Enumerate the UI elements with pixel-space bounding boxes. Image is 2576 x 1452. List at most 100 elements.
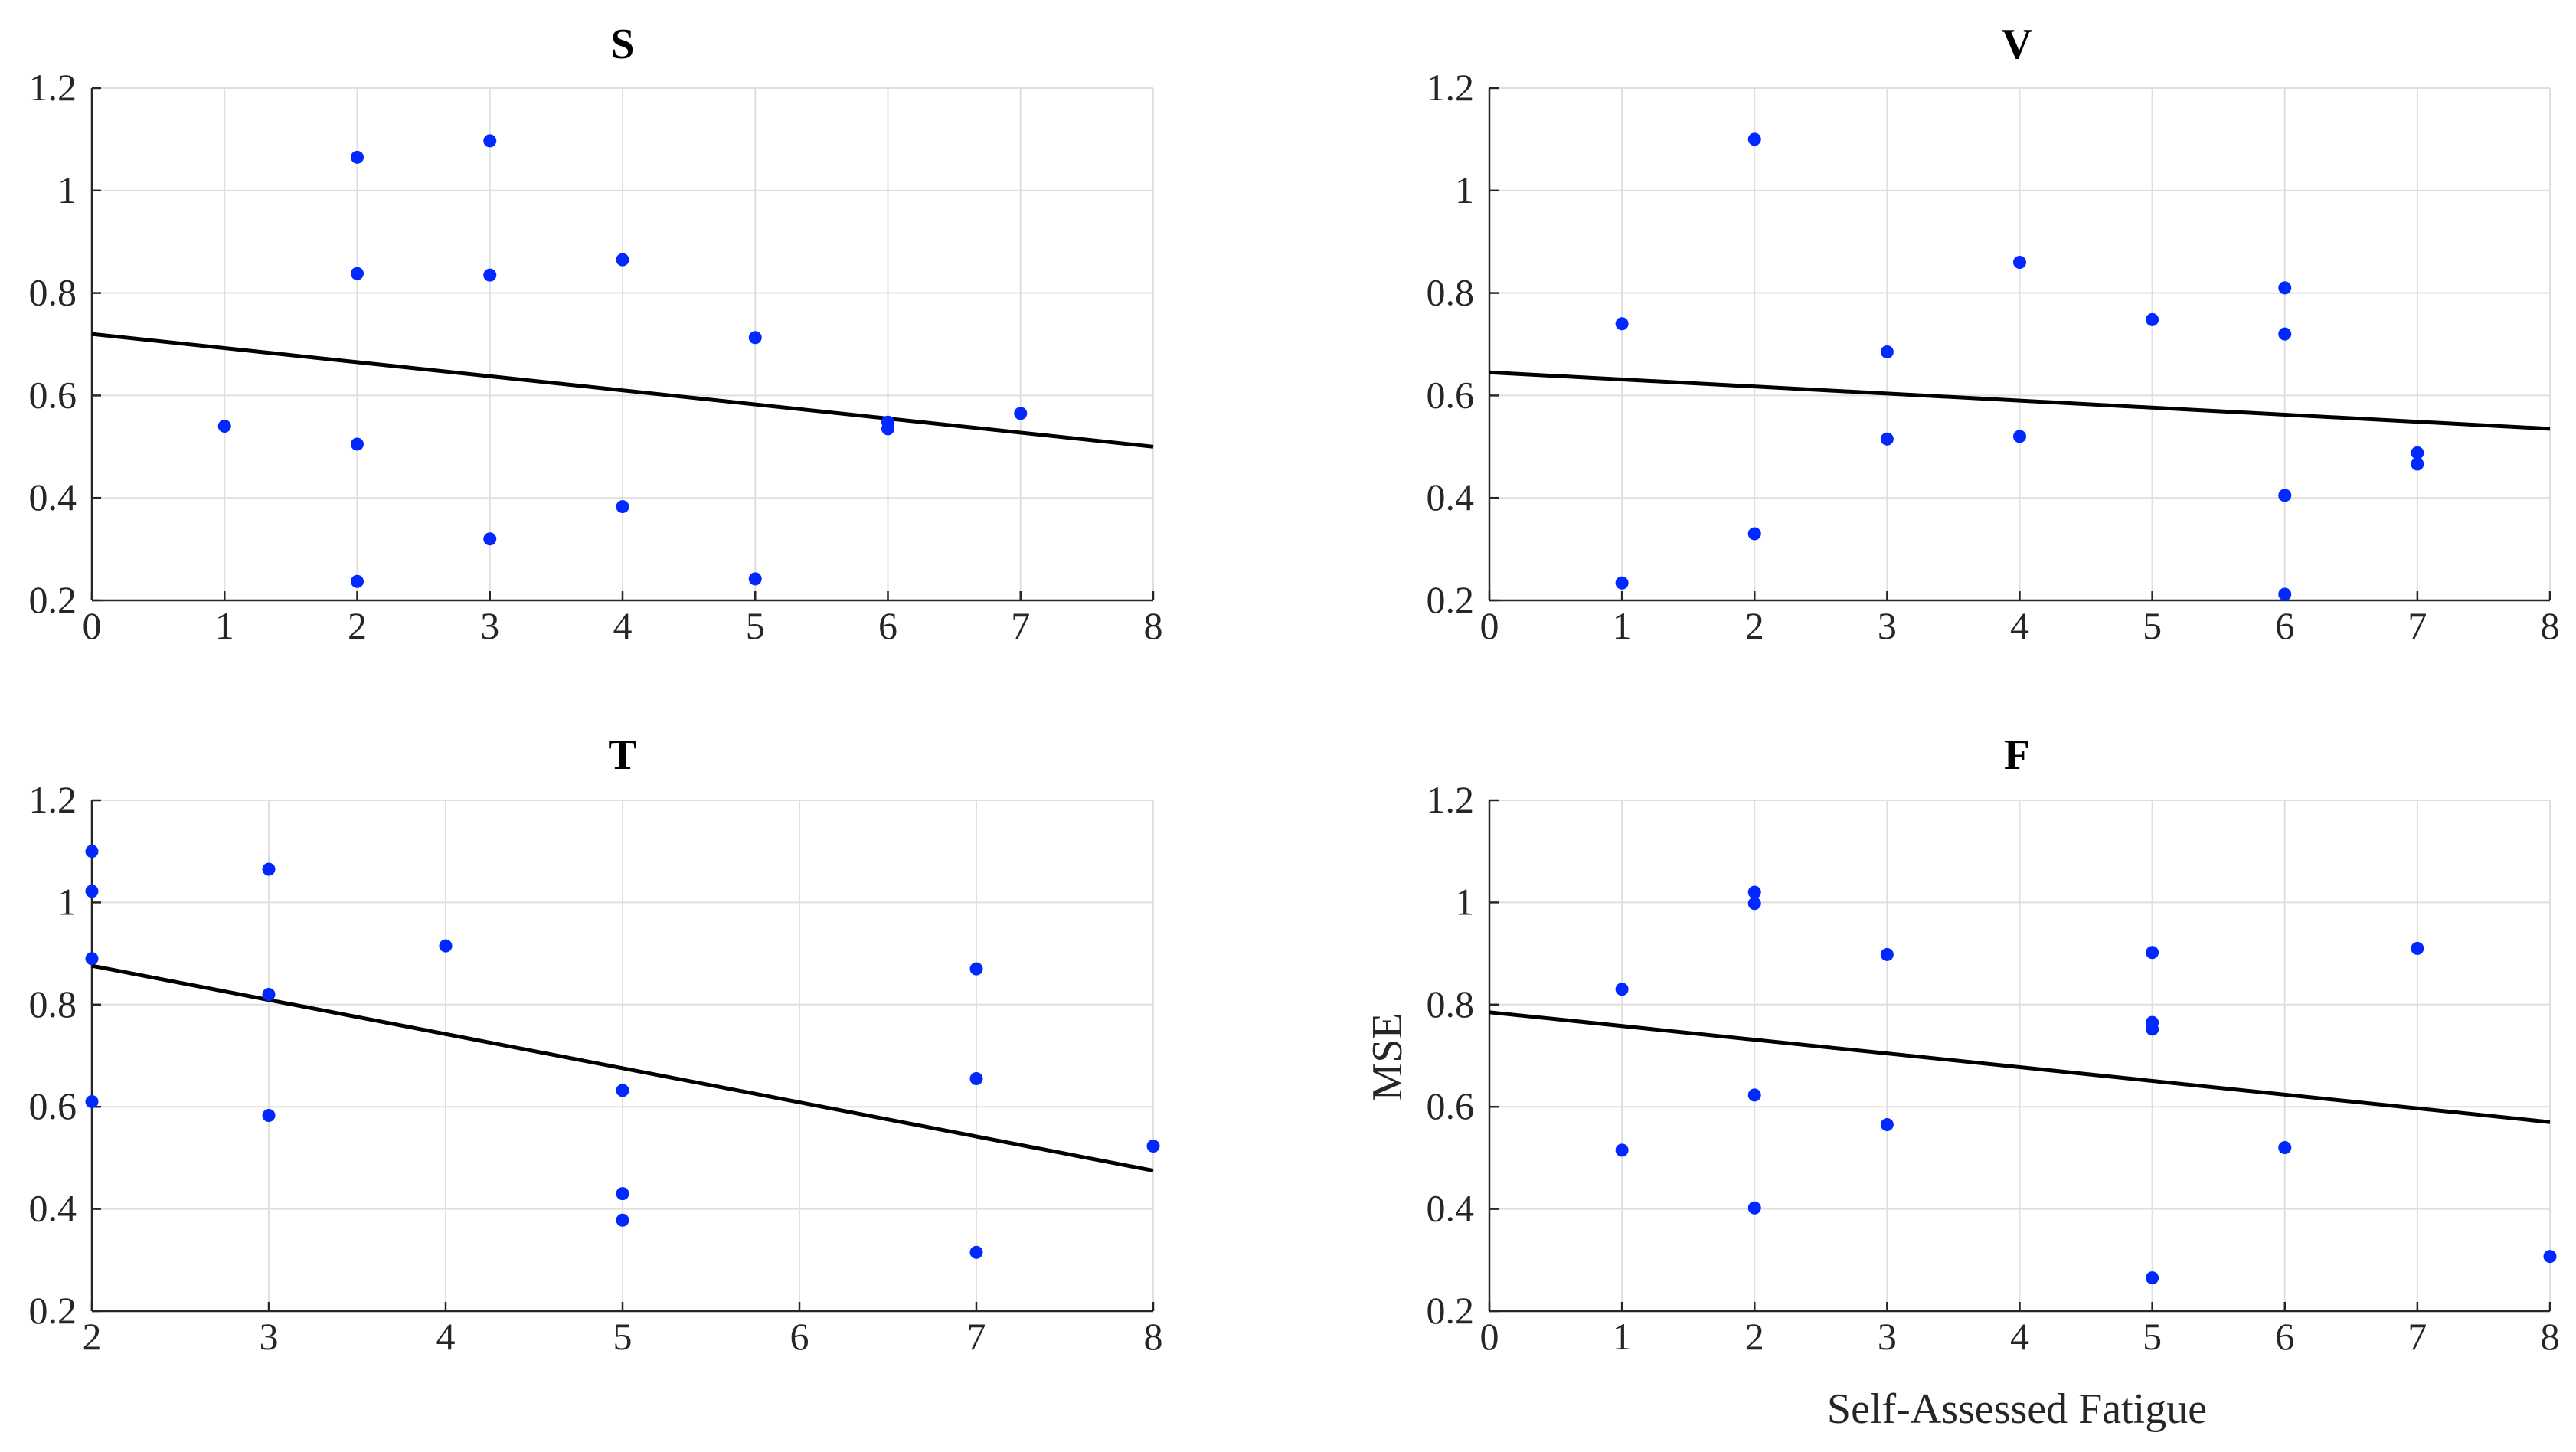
x-tick-label: 0 bbox=[1480, 604, 1499, 647]
scatter-point bbox=[616, 1213, 629, 1227]
y-tick-label: 1 bbox=[57, 168, 77, 211]
y-tick-label: 0.2 bbox=[1427, 1289, 1475, 1332]
x-tick-label: 1 bbox=[1613, 1315, 1632, 1358]
x-tick-label: 3 bbox=[1878, 604, 1897, 647]
y-tick-label: 0.2 bbox=[29, 578, 77, 621]
scatter-point bbox=[748, 331, 762, 345]
scatter-point bbox=[1880, 345, 1894, 359]
x-axis-label: Self-Assessed Fatigue bbox=[1827, 1385, 2207, 1433]
x-tick-label: 8 bbox=[1144, 604, 1163, 647]
scatter-point bbox=[2146, 1022, 2159, 1036]
scatter-point bbox=[262, 1109, 276, 1123]
scatter-point bbox=[881, 422, 894, 436]
x-tick-label: 6 bbox=[2275, 1315, 2294, 1358]
y-tick-label: 0.4 bbox=[1427, 476, 1475, 518]
scatter-point bbox=[1747, 527, 1761, 541]
x-tick-label: 5 bbox=[746, 604, 765, 647]
x-tick-label: 7 bbox=[2408, 604, 2427, 647]
scatter-point bbox=[1615, 983, 1629, 996]
x-tick-label: 2 bbox=[348, 604, 367, 647]
y-tick-label: 0.8 bbox=[29, 271, 77, 314]
scatter-point bbox=[483, 268, 497, 282]
scatter-point bbox=[1615, 317, 1629, 331]
scatter-point bbox=[748, 572, 762, 586]
y-tick-label: 0.4 bbox=[1427, 1187, 1475, 1230]
scatter-point bbox=[483, 134, 497, 148]
x-tick-label: 7 bbox=[2408, 1315, 2427, 1358]
y-tick-label: 0.6 bbox=[1427, 1084, 1475, 1127]
x-tick-label: 5 bbox=[613, 1315, 633, 1358]
scatter-point bbox=[351, 267, 364, 280]
scatter-point bbox=[616, 1084, 629, 1097]
x-tick-label: 1 bbox=[215, 604, 234, 647]
scatter-point bbox=[2013, 430, 2026, 443]
y-tick-label: 0.8 bbox=[1427, 983, 1475, 1025]
scatter-point bbox=[2013, 255, 2026, 269]
x-tick-label: 5 bbox=[2143, 604, 2162, 647]
regression-line bbox=[1489, 370, 2551, 431]
x-tick-label: 3 bbox=[480, 604, 499, 647]
scatter-point bbox=[1747, 897, 1761, 911]
y-tick-label: 0.2 bbox=[29, 1289, 77, 1332]
subplot-title: F bbox=[2004, 731, 2030, 779]
x-tick-label: 1 bbox=[1613, 604, 1632, 647]
x-tick-label: 2 bbox=[83, 1315, 102, 1358]
scatter-point bbox=[85, 885, 99, 898]
y-tick-label: 0.8 bbox=[29, 983, 77, 1025]
y-tick-label: 0.4 bbox=[29, 476, 77, 518]
scatter-point bbox=[85, 1095, 99, 1109]
scatter-point bbox=[351, 437, 364, 451]
regression-line bbox=[91, 332, 1154, 449]
scatter-point bbox=[1014, 407, 1028, 420]
scatter-point bbox=[1615, 1143, 1629, 1157]
scatter-point bbox=[2543, 1250, 2557, 1264]
scatter-point bbox=[2278, 1141, 2292, 1155]
scatter-point bbox=[616, 253, 629, 267]
scatter-point bbox=[217, 420, 231, 433]
x-tick-label: 6 bbox=[878, 604, 897, 647]
scatter-point bbox=[2278, 489, 2292, 502]
scatter-point bbox=[351, 574, 364, 588]
scatter-point bbox=[2278, 327, 2292, 341]
y-tick-label: 1.2 bbox=[1427, 66, 1475, 109]
x-tick-label: 7 bbox=[1011, 604, 1030, 647]
x-tick-label: 4 bbox=[613, 604, 633, 647]
y-tick-label: 1.2 bbox=[1427, 778, 1475, 821]
scatter-point bbox=[2411, 446, 2424, 459]
x-tick-label: 6 bbox=[790, 1315, 809, 1358]
x-tick-label: 5 bbox=[2143, 1315, 2162, 1358]
scatter-point bbox=[616, 500, 629, 514]
scatter-point bbox=[616, 1187, 629, 1201]
y-tick-label: 0.4 bbox=[29, 1187, 77, 1230]
x-tick-label: 8 bbox=[2541, 604, 2560, 647]
y-tick-label: 1 bbox=[57, 880, 77, 923]
x-tick-label: 7 bbox=[967, 1315, 986, 1358]
y-axis-label: MSE bbox=[1364, 1012, 1411, 1100]
x-tick-label: 3 bbox=[260, 1315, 279, 1358]
subplot-f: F 0 1 2 3 4 5 6 7 8 0.2 0.4 0.6 0.8 1 1.2 Self-Assesse… bbox=[1364, 731, 2560, 1433]
x-tick-label: 2 bbox=[1745, 1315, 1764, 1358]
scatter-point bbox=[2146, 946, 2159, 960]
x-tick-label: 8 bbox=[1144, 1315, 1163, 1358]
scatter-point bbox=[351, 150, 364, 164]
y-tick-label: 0.8 bbox=[1427, 271, 1475, 314]
scatter-point bbox=[1880, 432, 1894, 446]
y-tick-label: 1 bbox=[1455, 880, 1474, 923]
scatter-point bbox=[1747, 1088, 1761, 1102]
scatter-point bbox=[969, 1072, 983, 1086]
x-tick-label: 8 bbox=[2541, 1315, 2560, 1358]
y-tick-label: 0.2 bbox=[1427, 578, 1475, 621]
scatter-point bbox=[969, 962, 983, 976]
scatter-point bbox=[2411, 457, 2424, 471]
scatter-point bbox=[1615, 576, 1629, 590]
scatter-point bbox=[439, 939, 453, 953]
scatter-point bbox=[969, 1245, 983, 1259]
x-tick-label: 3 bbox=[1878, 1315, 1897, 1358]
scatter-point bbox=[262, 987, 276, 1001]
subplot-title: V bbox=[2002, 21, 2032, 68]
scatter-point bbox=[1880, 947, 1894, 961]
scatter-point bbox=[2411, 941, 2424, 955]
scatter-point bbox=[262, 862, 276, 876]
x-tick-label: 4 bbox=[2010, 604, 2029, 647]
x-tick-label: 4 bbox=[2010, 1315, 2029, 1358]
